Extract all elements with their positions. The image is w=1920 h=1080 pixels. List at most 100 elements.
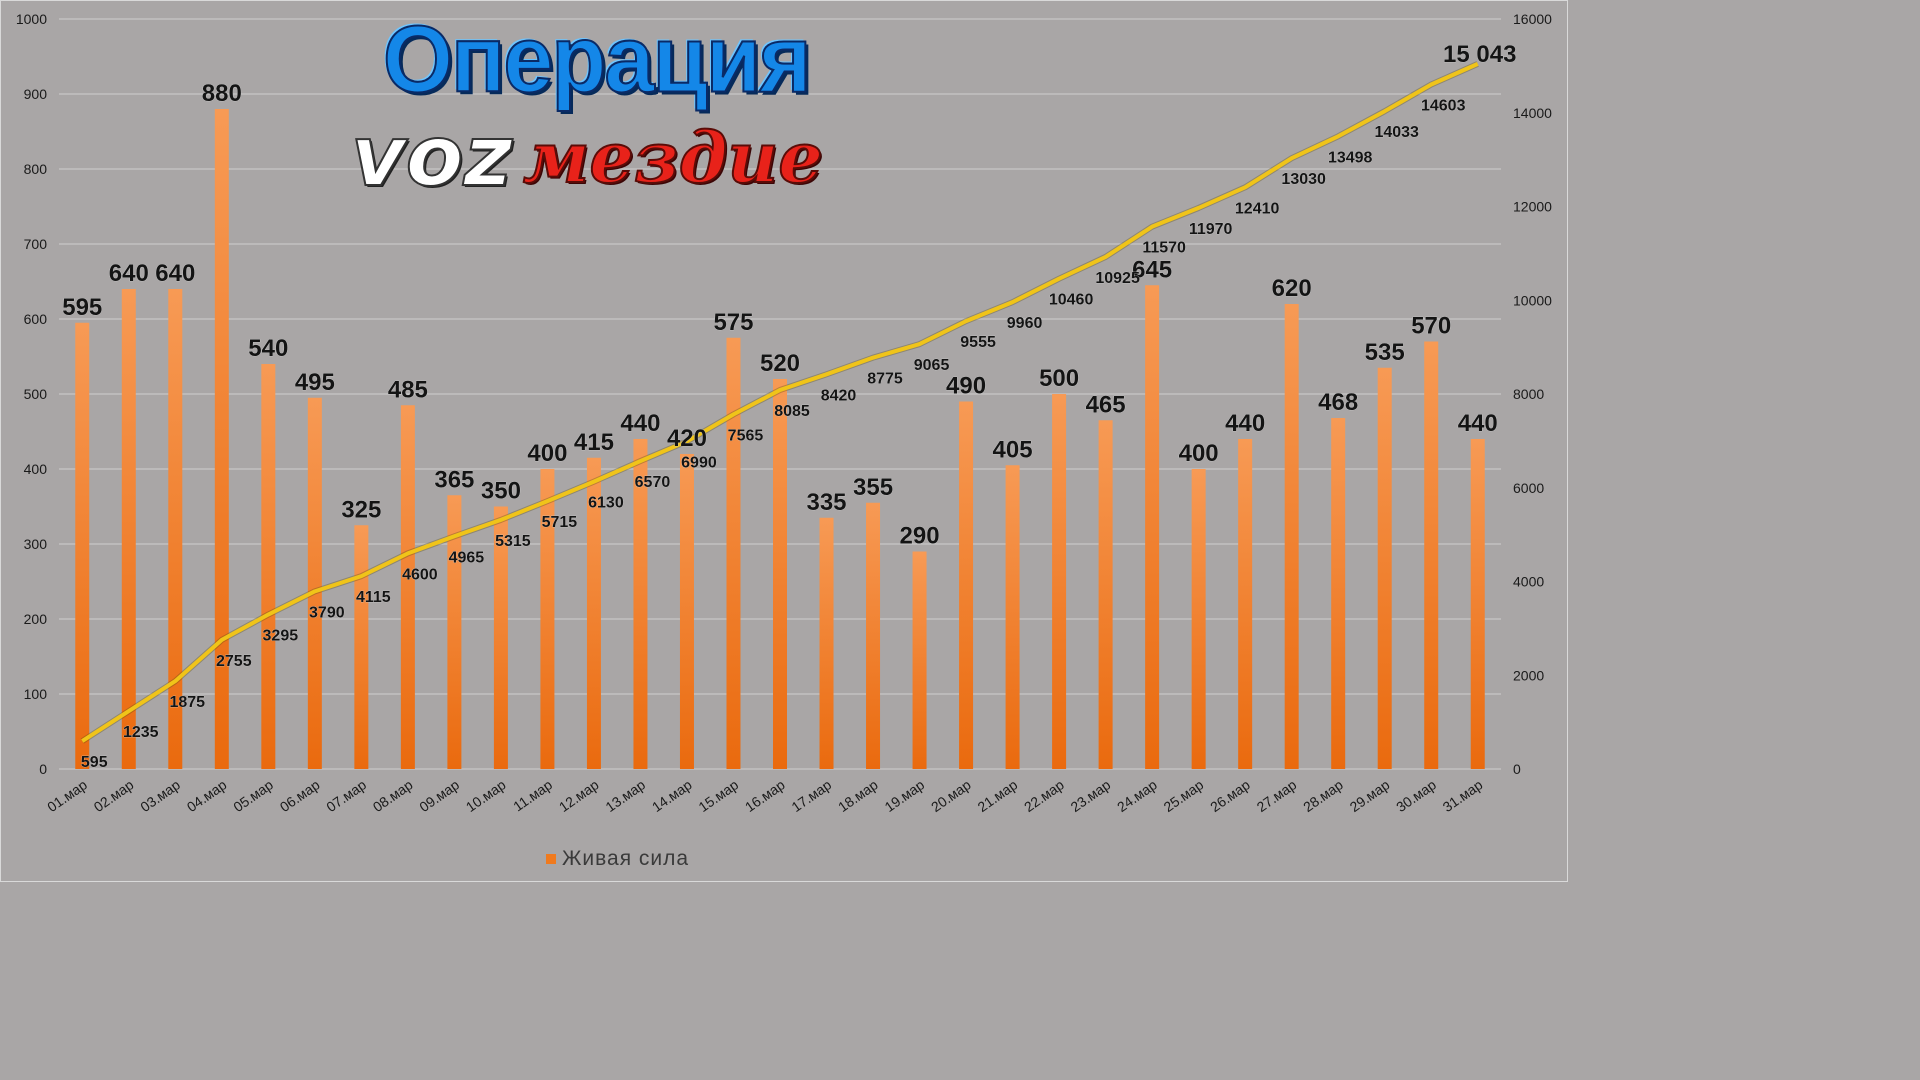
line-value-label: 4600	[402, 566, 438, 583]
line-value-label: 1235	[123, 724, 159, 741]
bar-15.мар	[726, 337, 741, 769]
bar-03.мар	[168, 289, 183, 769]
line-data-labels: 595 1235 1875 2755 3295 3790 4115 4600 4965 5315 5…	[81, 41, 1517, 772]
x-tick-label: 24.мар	[1114, 776, 1160, 815]
line-value-label: 6570	[635, 474, 671, 491]
x-tick-label: 26.мар	[1207, 776, 1253, 815]
bar-value-label: 540	[248, 335, 288, 362]
bar-06.мар	[307, 397, 322, 769]
right-tick-label: 14000	[1513, 105, 1552, 121]
left-tick-label: 700	[24, 236, 48, 252]
left-axis: 0 100 200 300 400 500 600 700 800 900 1000	[16, 11, 47, 777]
bar-28.мар	[1331, 418, 1346, 769]
left-tick-label: 200	[24, 611, 48, 627]
bar-11.мар	[540, 469, 555, 769]
bar-17.мар	[819, 517, 834, 769]
x-tick-label: 10.мар	[463, 776, 509, 815]
chart-stage: 0 100 200 300 400 500 600 700 800 900 1000 0 2000 40…	[0, 0, 1568, 882]
bar-value-label: 415	[574, 429, 614, 456]
line-value-label: 2755	[216, 653, 252, 670]
bar-value-label: 575	[713, 309, 753, 336]
line-value-label: 14033	[1374, 124, 1419, 141]
x-tick-label: 25.мар	[1161, 776, 1207, 815]
line-value-label: 3790	[309, 604, 345, 621]
line-value-label: 10460	[1049, 292, 1094, 309]
bar-value-label: 365	[434, 466, 474, 493]
bar-value-label: 485	[388, 376, 428, 403]
bar-value-label: 620	[1272, 275, 1312, 302]
x-tick-label: 12.мар	[556, 776, 602, 815]
x-tick-label: 07.мар	[323, 776, 369, 815]
line-value-label: 3295	[263, 628, 299, 645]
bar-value-label: 440	[620, 410, 660, 437]
line-value-label: 5715	[542, 514, 578, 531]
bar-value-label: 880	[202, 80, 242, 107]
x-tick-label: 15.мар	[695, 776, 741, 815]
line-value-label: 7565	[728, 427, 764, 444]
bar-value-label: 535	[1365, 339, 1405, 366]
logo: Операция voz мездие	[350, 12, 851, 215]
bar-14.мар	[679, 454, 694, 769]
cumulative-line	[80, 61, 1479, 744]
bar-20.мар	[959, 401, 974, 769]
line-value-label: 13498	[1328, 149, 1373, 166]
bar-23.мар	[1098, 420, 1113, 769]
line-value-label: 14603	[1421, 97, 1466, 114]
bar-24.мар	[1145, 285, 1160, 769]
x-tick-label: 31.мар	[1440, 776, 1486, 815]
bar-31.мар	[1470, 439, 1485, 769]
bar-16.мар	[773, 379, 787, 769]
left-tick-label: 800	[24, 161, 48, 177]
bar-09.мар	[447, 495, 462, 769]
x-tick-label: 20.мар	[928, 776, 974, 815]
x-tick-label: 08.мар	[370, 776, 416, 815]
bar-value-label: 495	[295, 369, 335, 396]
bar-12.мар	[586, 457, 601, 769]
left-tick-label: 500	[24, 386, 48, 402]
x-tick-label: 23.мар	[1068, 776, 1114, 815]
line-value-label: 5315	[495, 533, 531, 550]
left-tick-label: 300	[24, 536, 48, 552]
bar-value-label: 570	[1411, 313, 1451, 340]
line-value-label: 595	[81, 754, 108, 771]
bar-value-label: 400	[527, 440, 567, 467]
line-value-label: 4115	[356, 589, 391, 606]
bar-18.мар	[866, 502, 881, 769]
x-tick-label: 19.мар	[881, 776, 927, 815]
x-tick-label: 22.мар	[1021, 776, 1067, 815]
line-value-label: 15 043	[1443, 41, 1516, 68]
x-tick-label: 29.мар	[1347, 776, 1393, 815]
line-value-label: 6130	[588, 495, 624, 512]
bar-30.мар	[1424, 341, 1439, 769]
left-tick-label: 0	[39, 761, 47, 777]
bar-value-label: 465	[1086, 391, 1126, 418]
legend-swatch	[546, 854, 556, 864]
bar-value-label: 468	[1318, 389, 1358, 416]
line-value-label: 4965	[449, 549, 485, 566]
line-value-label: 1875	[169, 694, 205, 711]
right-tick-label: 12000	[1513, 199, 1552, 215]
bar-value-label: 350	[481, 478, 521, 505]
x-tick-label: 17.мар	[788, 776, 834, 815]
right-tick-label: 8000	[1513, 386, 1544, 402]
x-tick-label: 30.мар	[1393, 776, 1439, 815]
bars	[75, 109, 1485, 769]
right-tick-label: 6000	[1513, 480, 1544, 496]
bar-22.мар	[1052, 394, 1067, 769]
bar-05.мар	[261, 364, 276, 769]
line-value-label: 6990	[681, 454, 717, 471]
x-tick-label: 14.мар	[649, 776, 695, 815]
bar-13.мар	[633, 439, 648, 769]
logo-word-mezdie: мездие	[522, 115, 824, 200]
line-value-label: 8420	[821, 387, 857, 404]
bar-value-label: 420	[667, 425, 707, 452]
bar-value-label: 640	[109, 260, 149, 287]
x-tick-label: 27.мар	[1254, 776, 1300, 815]
bar-value-label: 490	[946, 373, 986, 400]
left-tick-label: 600	[24, 311, 48, 327]
x-tick-label: 05.мар	[230, 776, 276, 815]
bar-value-label: 440	[1225, 410, 1265, 437]
bar-19.мар	[912, 551, 927, 769]
right-tick-label: 4000	[1513, 574, 1544, 590]
x-tick-label: 11.мар	[510, 776, 555, 814]
